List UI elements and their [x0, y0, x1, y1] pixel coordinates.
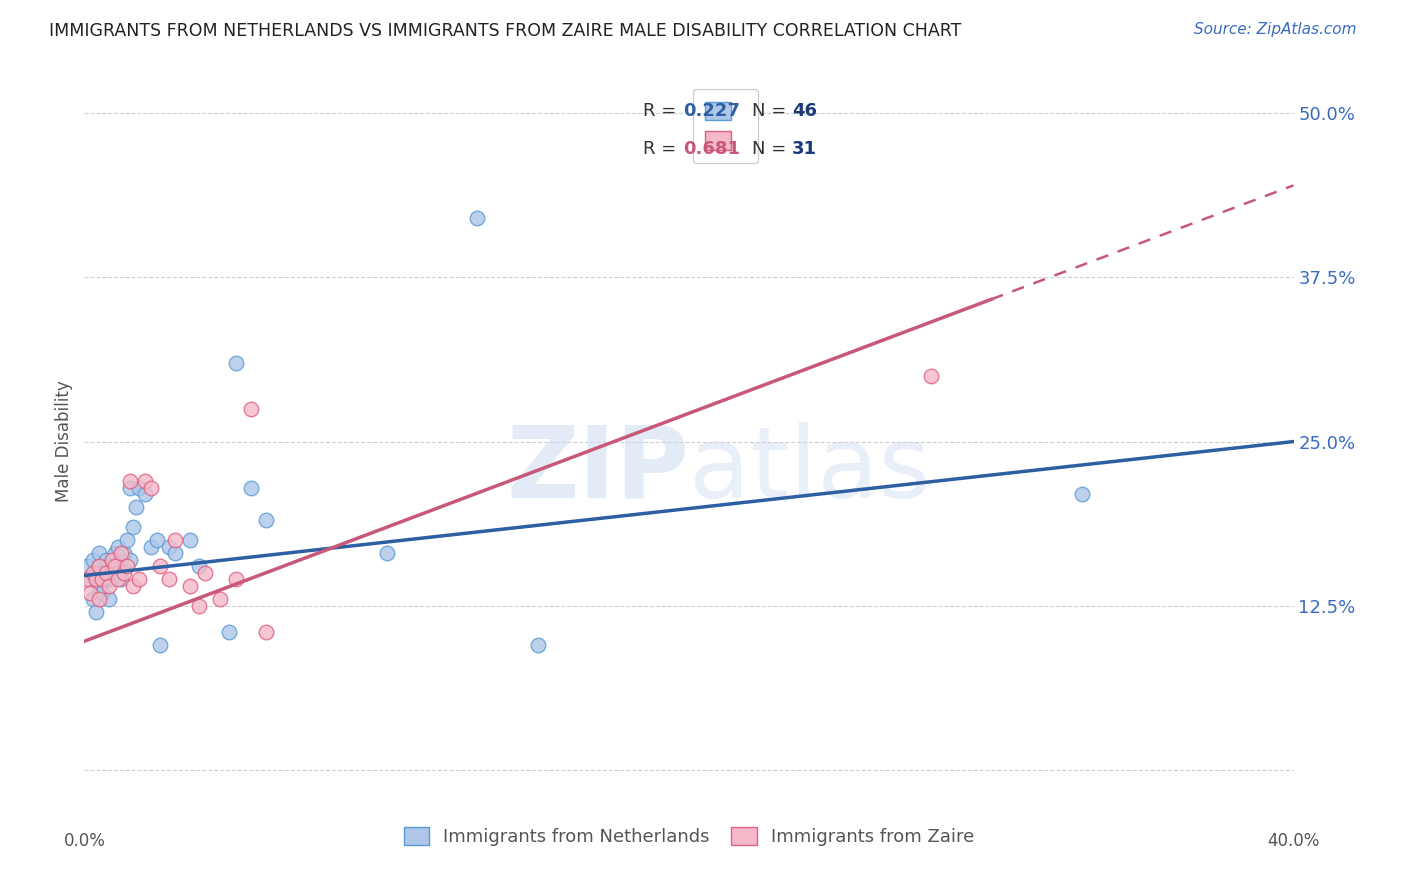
Point [179, 579, 201, 593]
Point [91, 566, 114, 580]
Point [239, 401, 262, 416]
Point [467, 211, 489, 226]
Point [112, 566, 135, 580]
Point [107, 559, 129, 574]
Text: ZIP: ZIP [506, 422, 689, 519]
Text: atlas: atlas [689, 422, 931, 519]
Point [104, 566, 127, 580]
Point [86, 573, 108, 587]
Text: 0.681: 0.681 [683, 140, 740, 158]
Point [165, 546, 187, 560]
Point [139, 540, 162, 554]
Point [134, 487, 156, 501]
Point [121, 579, 143, 593]
Point [1071, 487, 1094, 501]
Y-axis label: Male Disability: Male Disability [55, 381, 73, 502]
Legend: Immigrants from Netherlands, Immigrants from Zaire: Immigrants from Netherlands, Immigrants … [395, 818, 983, 855]
Point [149, 638, 172, 652]
Point [125, 500, 148, 515]
Point [94, 573, 117, 587]
Point [527, 638, 550, 652]
Point [97, 559, 120, 574]
Text: 46: 46 [792, 102, 817, 120]
Point [179, 533, 201, 547]
Point [139, 481, 162, 495]
Point [110, 553, 132, 567]
Point [112, 546, 135, 560]
Point [82, 592, 104, 607]
Point [188, 599, 211, 613]
Point [254, 513, 277, 527]
Point [165, 533, 187, 547]
Text: Source: ZipAtlas.com: Source: ZipAtlas.com [1194, 22, 1357, 37]
Point [104, 559, 127, 574]
Point [86, 566, 108, 580]
Point [79, 585, 101, 599]
Point [134, 474, 156, 488]
Point [104, 546, 127, 560]
Text: 0.227: 0.227 [683, 102, 740, 120]
Point [128, 573, 150, 587]
Point [194, 566, 217, 580]
Point [146, 533, 169, 547]
Point [107, 573, 129, 587]
Text: R =: R = [643, 102, 682, 120]
Point [97, 592, 120, 607]
Point [118, 553, 141, 567]
Point [121, 520, 143, 534]
Point [128, 481, 150, 495]
Point [157, 573, 180, 587]
Point [115, 559, 138, 574]
Point [188, 559, 211, 574]
Point [110, 573, 132, 587]
Point [89, 559, 111, 574]
Point [82, 566, 104, 580]
Point [94, 553, 117, 567]
Point [100, 573, 122, 587]
Text: 0.0%: 0.0% [63, 831, 105, 850]
Text: IMMIGRANTS FROM NETHERLANDS VS IMMIGRANTS FROM ZAIRE MALE DISABILITY CORRELATION: IMMIGRANTS FROM NETHERLANDS VS IMMIGRANT… [49, 22, 962, 40]
Point [76, 573, 98, 587]
Point [107, 540, 129, 554]
Text: N =: N = [752, 102, 792, 120]
Point [920, 368, 942, 383]
Text: N =: N = [752, 140, 792, 158]
Point [254, 625, 277, 640]
Point [100, 553, 122, 567]
Point [239, 481, 262, 495]
Point [157, 540, 180, 554]
Point [209, 592, 232, 607]
Point [82, 553, 104, 567]
Point [225, 573, 247, 587]
Point [118, 481, 141, 495]
Point [149, 559, 172, 574]
Point [100, 559, 122, 574]
Point [375, 546, 398, 560]
Text: 31: 31 [792, 140, 817, 158]
Text: R =: R = [643, 140, 682, 158]
Point [89, 592, 111, 607]
Point [89, 546, 111, 560]
Point [115, 533, 138, 547]
Point [91, 573, 114, 587]
Point [91, 585, 114, 599]
Point [89, 559, 111, 574]
Point [89, 579, 111, 593]
Point [79, 573, 101, 587]
Text: 40.0%: 40.0% [1267, 831, 1320, 850]
Point [94, 566, 117, 580]
Point [76, 559, 98, 574]
Point [225, 356, 247, 370]
Point [218, 625, 240, 640]
Point [110, 546, 132, 560]
Point [97, 579, 120, 593]
Point [86, 605, 108, 619]
Point [118, 474, 141, 488]
